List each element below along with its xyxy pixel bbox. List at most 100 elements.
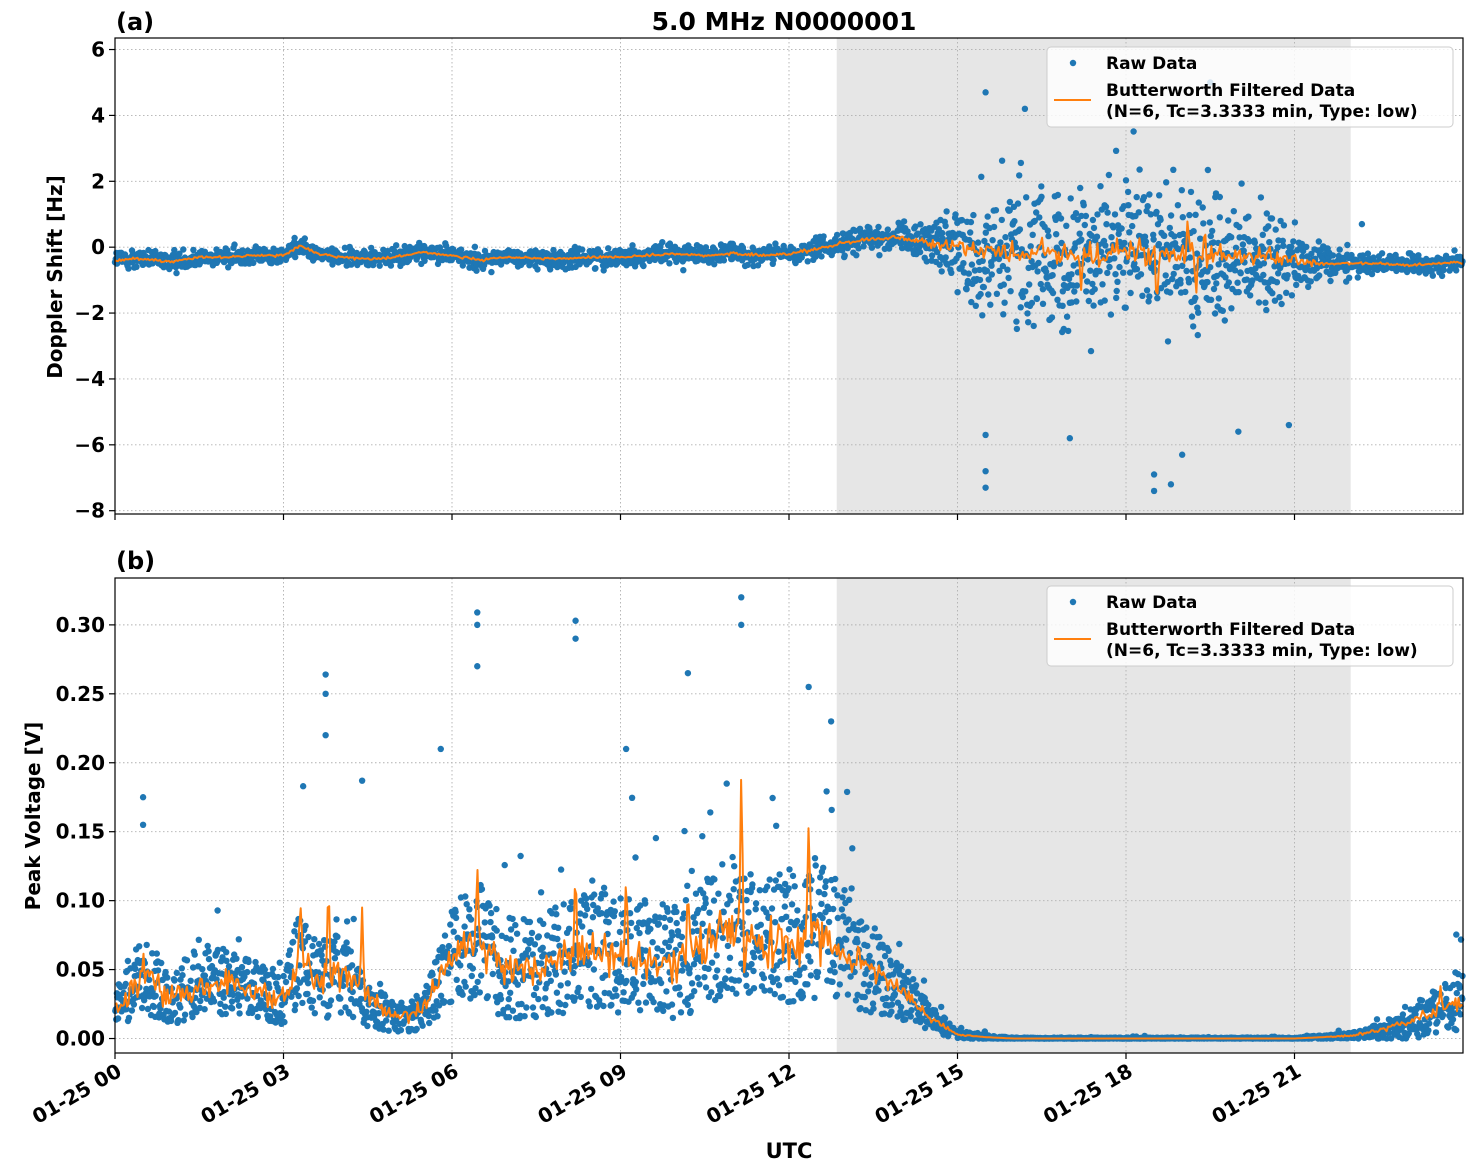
raw-point — [1228, 234, 1235, 241]
raw-point — [1049, 289, 1057, 297]
raw-point — [450, 928, 457, 935]
raw-point — [311, 936, 318, 943]
raw-point — [152, 992, 159, 999]
raw-point — [701, 974, 708, 981]
raw-point — [769, 794, 776, 802]
raw-point — [708, 959, 716, 966]
raw-point — [1215, 295, 1223, 302]
raw-point — [635, 999, 642, 1006]
raw-point — [783, 913, 790, 920]
raw-point — [547, 266, 554, 273]
raw-point — [1177, 280, 1184, 287]
raw-point — [201, 1006, 208, 1013]
raw-point — [302, 922, 309, 930]
raw-point — [979, 312, 986, 319]
raw-point — [600, 884, 608, 891]
raw-point — [1004, 266, 1011, 273]
raw-point — [315, 940, 323, 948]
raw-point — [1126, 229, 1133, 236]
raw-point — [600, 1002, 607, 1010]
raw-point — [473, 267, 480, 274]
raw-point — [1225, 279, 1233, 286]
raw-point — [702, 900, 709, 907]
raw-point — [279, 1012, 286, 1019]
raw-point — [1179, 214, 1187, 221]
raw-point — [616, 928, 624, 936]
raw-point — [1167, 212, 1175, 219]
raw-point — [1195, 309, 1202, 316]
raw-point — [575, 984, 582, 992]
raw-point — [531, 941, 539, 948]
raw-point — [860, 980, 868, 988]
raw-point — [133, 263, 140, 270]
raw-point — [1039, 300, 1047, 307]
raw-point — [413, 1025, 420, 1033]
raw-point — [722, 975, 729, 982]
raw-point — [636, 929, 643, 937]
raw-point — [612, 986, 619, 993]
raw-point — [532, 984, 540, 992]
raw-point — [988, 262, 995, 269]
raw-point-outlier — [982, 431, 989, 439]
raw-point — [1280, 222, 1288, 229]
raw-point — [817, 874, 824, 881]
raw-point — [1005, 274, 1012, 282]
raw-point — [542, 995, 549, 1002]
raw-point — [1085, 297, 1093, 305]
raw-point — [642, 900, 649, 907]
raw-point — [908, 1007, 915, 1014]
raw-point — [1166, 224, 1174, 232]
raw-point — [301, 235, 308, 242]
raw-point — [814, 969, 822, 976]
raw-point — [1087, 347, 1095, 355]
raw-point — [1303, 243, 1310, 251]
raw-point — [581, 912, 589, 919]
raw-point — [199, 966, 206, 973]
raw-point — [833, 991, 841, 998]
raw-point — [191, 951, 198, 958]
raw-point — [611, 908, 618, 915]
raw-point — [1104, 209, 1111, 216]
raw-point — [752, 900, 760, 907]
raw-point — [694, 974, 702, 981]
raw-point — [1038, 183, 1045, 190]
raw-point — [985, 291, 992, 298]
raw-point — [1129, 222, 1136, 230]
raw-point — [601, 891, 609, 898]
raw-point — [825, 918, 833, 926]
raw-point — [998, 216, 1005, 224]
raw-point — [706, 909, 713, 916]
raw-point — [1269, 290, 1276, 297]
panel-a-y-tick-label: −2 — [74, 301, 105, 325]
raw-point — [772, 877, 779, 884]
raw-point — [760, 974, 768, 982]
raw-point — [1096, 268, 1103, 275]
raw-point — [376, 262, 383, 269]
raw-point — [136, 943, 143, 950]
raw-point — [1234, 279, 1241, 286]
raw-point — [1192, 294, 1199, 302]
raw-point — [1283, 289, 1290, 296]
raw-point — [529, 1004, 537, 1011]
raw-point — [719, 861, 726, 868]
raw-point — [852, 997, 860, 1004]
raw-point — [1156, 192, 1163, 199]
raw-point — [669, 1014, 677, 1022]
panel-a-ylabel: Doppler Shift [Hz] — [43, 175, 67, 379]
raw-point — [385, 1027, 392, 1034]
raw-point — [205, 948, 212, 955]
raw-point — [845, 916, 852, 923]
raw-point — [679, 967, 686, 974]
raw-point — [832, 875, 839, 883]
raw-point — [1192, 211, 1199, 218]
raw-point — [1290, 238, 1297, 245]
raw-point — [1022, 194, 1030, 201]
raw-point — [1082, 212, 1090, 220]
raw-point — [486, 902, 493, 909]
raw-point — [532, 1013, 539, 1021]
raw-point — [1135, 209, 1143, 216]
raw-point — [1235, 288, 1242, 296]
raw-point — [493, 927, 500, 934]
raw-point — [857, 918, 865, 925]
